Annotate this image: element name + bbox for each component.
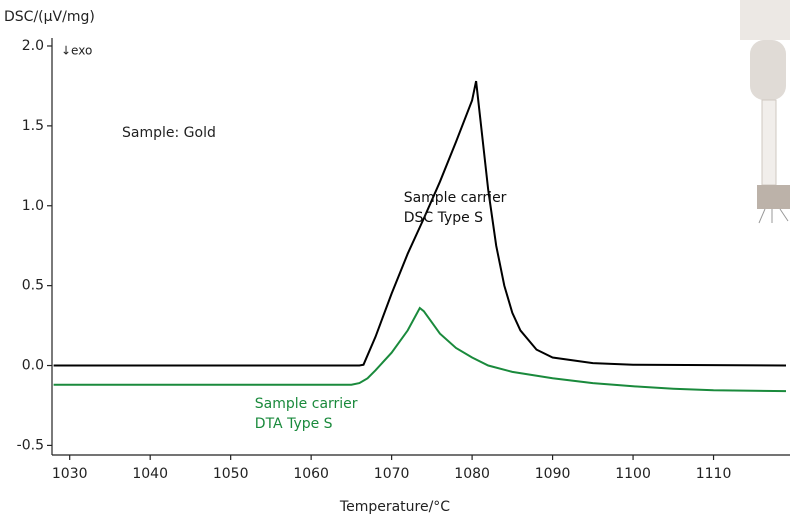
x-tick-label: 1070 [374,466,410,482]
data-line [53,306,787,393]
y-tick-label: 2.0 [22,38,44,54]
y-tick-label: -0.5 [17,437,44,453]
x-tick-label: 1100 [615,466,651,482]
y-tick-label: 1.0 [22,198,44,214]
x-tick-label: 1030 [52,466,88,482]
y-tick-label: 0.0 [22,358,44,374]
y-tick-label: 1.5 [22,118,44,134]
annotation: Sample carrier [255,396,358,412]
x-tick-label: 1050 [213,466,249,482]
x-tick-label: 1080 [454,466,490,482]
annotation: Sample carrier [404,190,507,206]
y-axis-label: DSC/(µV/mg) [4,9,95,25]
sample-note: Sample: Gold [122,125,216,141]
y-tick-label: 0.5 [22,278,44,294]
x-tick-label: 1060 [293,466,329,482]
instrument-photo [740,0,790,224]
x-tick-label: 1090 [535,466,571,482]
annotation: DTA Type S [255,416,333,432]
annotation: DSC Type S [404,210,483,226]
x-tick-label: 1110 [696,466,732,482]
x-tick-label: 1040 [132,466,168,482]
direction-note: ↓exo [61,44,92,58]
x-axis-label: Temperature/°C [339,499,450,515]
data-line [53,80,787,367]
